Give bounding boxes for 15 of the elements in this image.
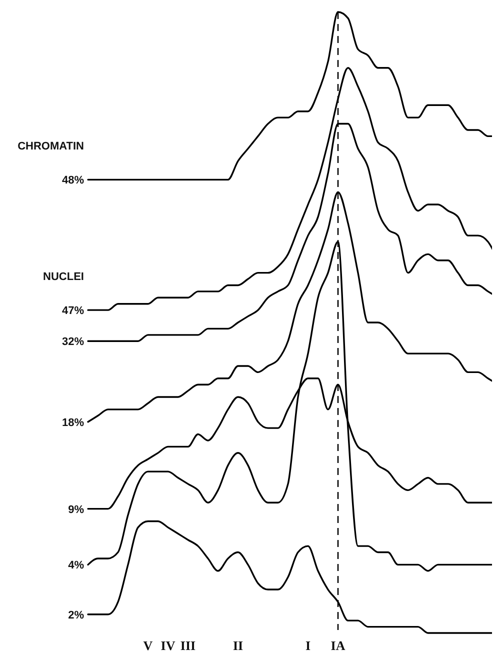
x-tick-label: IA	[330, 638, 346, 653]
series-label: 32%	[62, 336, 84, 348]
x-tick-label: III	[180, 638, 196, 653]
series-label: 2%	[68, 609, 84, 622]
series-label: 48%	[62, 174, 84, 187]
x-tick-label: II	[232, 638, 244, 653]
x-tick-label: IV	[160, 638, 176, 653]
x-tick-label: I	[305, 638, 311, 653]
series-label: 4%	[68, 560, 84, 572]
x-tick-label: V	[143, 638, 154, 653]
series-label: 9%	[68, 504, 84, 516]
annotation: NUCLEI	[43, 271, 84, 284]
series-label: 18%	[62, 416, 84, 429]
annotation: CHROMATIN	[18, 140, 84, 153]
series-label: 47%	[62, 305, 84, 318]
